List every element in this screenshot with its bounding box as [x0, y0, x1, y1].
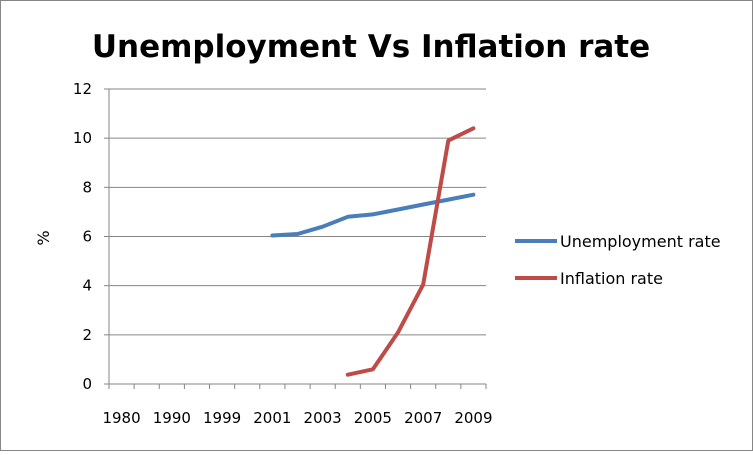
- y-axis-label: %: [34, 230, 53, 245]
- series-line-inflation-rate: [345, 126, 476, 377]
- y-tick-label: 8: [82, 178, 92, 196]
- x-tick-label: 2009: [454, 409, 492, 427]
- x-tick-label: 2001: [253, 409, 291, 427]
- y-tick-label: 4: [82, 277, 92, 295]
- x-tick-label: 2005: [354, 409, 392, 427]
- y-tick-label: 10: [73, 129, 92, 147]
- x-tick-label: 1990: [153, 409, 191, 427]
- chart-title: Unemployment Vs Inflation rate: [92, 29, 650, 65]
- legend-label: Unemployment rate: [560, 232, 721, 251]
- x-tick-label: 2007: [404, 409, 442, 427]
- y-tick-label: 0: [82, 375, 92, 393]
- x-tick-label: 1980: [102, 409, 140, 427]
- y-tick-label: 2: [82, 326, 92, 344]
- series-line-unemployment-rate: [270, 192, 476, 238]
- y-tick-label: 12: [73, 80, 92, 98]
- y-tick-label: 6: [82, 228, 92, 246]
- x-tick-label: 2003: [304, 409, 342, 427]
- legend-label: Inflation rate: [560, 269, 663, 288]
- x-tick-label: 1999: [203, 409, 241, 427]
